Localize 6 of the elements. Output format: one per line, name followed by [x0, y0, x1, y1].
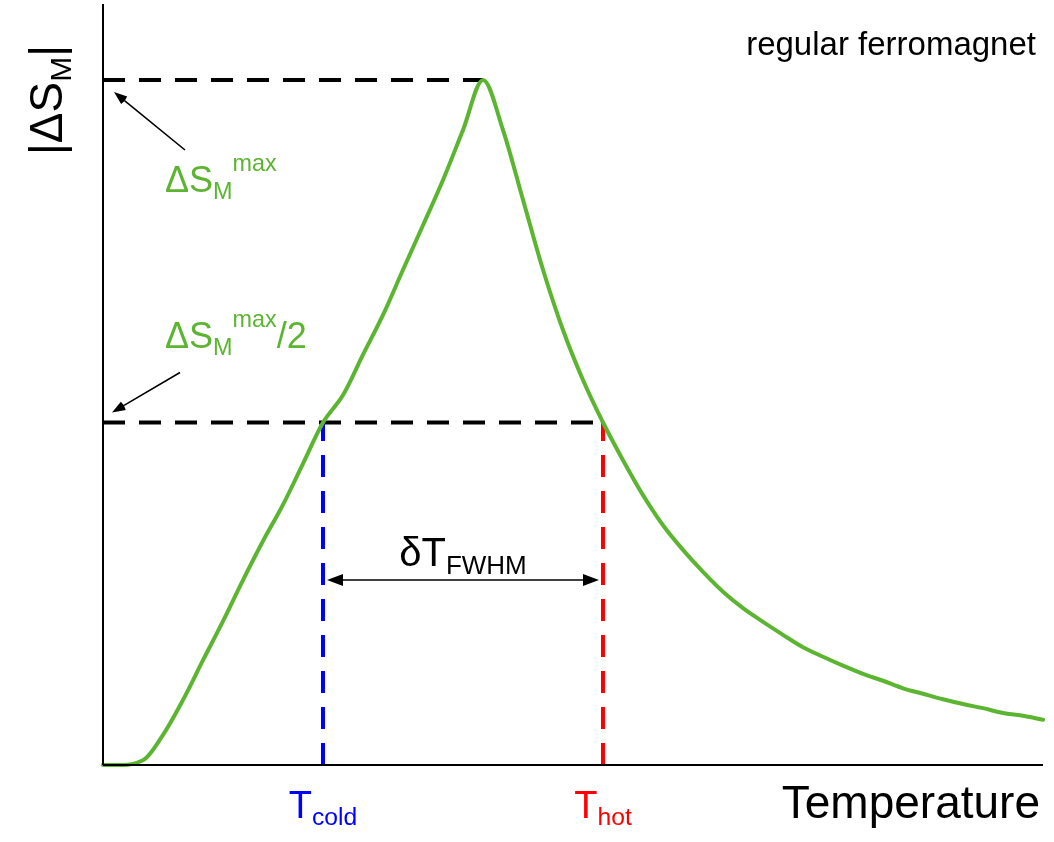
- ref-line-label: ΔS$_{M}$$^{max}$/2: [165, 305, 307, 360]
- x-axis-title: Temperature: [781, 776, 1040, 828]
- annotation: δT$_{FWHM}$: [399, 530, 527, 580]
- x-tick-label: T$_{cold}$: [288, 784, 358, 831]
- text: regular ferromagnet: [746, 25, 1036, 62]
- x-tick-label: T$_{hot}$: [574, 784, 632, 831]
